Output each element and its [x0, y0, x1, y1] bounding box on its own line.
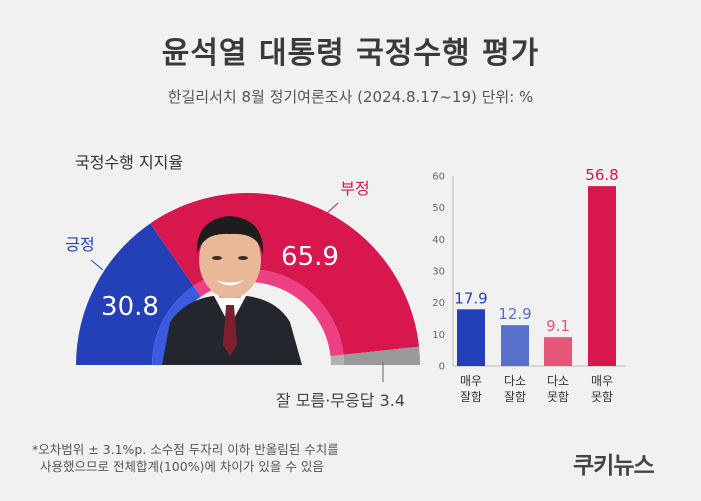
bar-category-label: 못함: [547, 390, 569, 404]
bar-category-label: 못함: [591, 390, 613, 404]
half-donut-chart: 긍정 30.8 부정 65.9 잘 모름·무응답 3.4: [65, 179, 420, 410]
donut-inner-accent-unknown: [330, 354, 344, 365]
page-subtitle: 한길리서치 8월 정기여론조사 (2024.8.17~19) 단위: %: [167, 88, 534, 106]
bar: [457, 309, 485, 366]
donut-negative-leader: [325, 202, 339, 215]
footnote-line-1: *오차범위 ± 3.1%p. 소수점 두자리 이하 반올림된 수치를: [32, 442, 339, 457]
bar-category-label: 다소: [504, 374, 526, 388]
donut-positive-label: 긍정: [65, 235, 94, 254]
footnote-line-2: 사용했으므로 전체합계(100%)에 차이가 있을 수 있음: [40, 459, 324, 474]
portrait-photo: [162, 216, 302, 365]
bar-category-label: 잘함: [504, 390, 526, 404]
donut-panel-label: 국정수행 지지율: [75, 153, 184, 172]
bar-category-label: 매우: [591, 374, 613, 388]
brand-logo: 쿠키뉴스: [573, 453, 655, 479]
donut-slice-unknown: [343, 346, 420, 365]
bar-y-tick-label: 0: [439, 362, 445, 373]
bar-y-tick-label: 50: [432, 203, 445, 214]
bar-category-label: 다소: [547, 374, 569, 388]
donut-negative-label: 부정: [340, 179, 369, 198]
page-title: 윤석열 대통령 국정수행 평가: [161, 36, 540, 71]
bar-category-label: 매우: [460, 374, 482, 388]
donut-negative-value: 65.9: [281, 242, 339, 272]
bar: [544, 337, 572, 366]
bar-ticks: 0 10 20 30 40 50 60: [432, 172, 445, 373]
bar-value-label: 17.9: [454, 289, 487, 307]
bar-y-tick-label: 30: [432, 267, 445, 278]
bar-y-tick-label: 20: [432, 298, 445, 309]
bar: [588, 186, 616, 366]
bar-category-label: 잘함: [460, 390, 482, 404]
bar-value-label: 12.9: [498, 305, 531, 323]
bar-value-label: 56.8: [585, 166, 618, 184]
donut-positive-value: 30.8: [101, 292, 159, 322]
bar: [501, 325, 529, 366]
donut-inner-accent-negative: [193, 269, 344, 357]
footnote: *오차범위 ± 3.1%p. 소수점 두자리 이하 반올림된 수치를 사용했으므…: [32, 441, 339, 475]
bar-y-tick-label: 40: [432, 235, 445, 246]
donut-positive-leader: [90, 259, 104, 271]
bar-y-tick-label: 60: [432, 172, 445, 183]
bar-value-label: 9.1: [546, 317, 570, 335]
bar-y-tick-label: 10: [432, 330, 445, 341]
donut-slice-positive: [76, 223, 194, 365]
donut-unknown-label: 잘 모름·무응답 3.4: [276, 391, 405, 410]
